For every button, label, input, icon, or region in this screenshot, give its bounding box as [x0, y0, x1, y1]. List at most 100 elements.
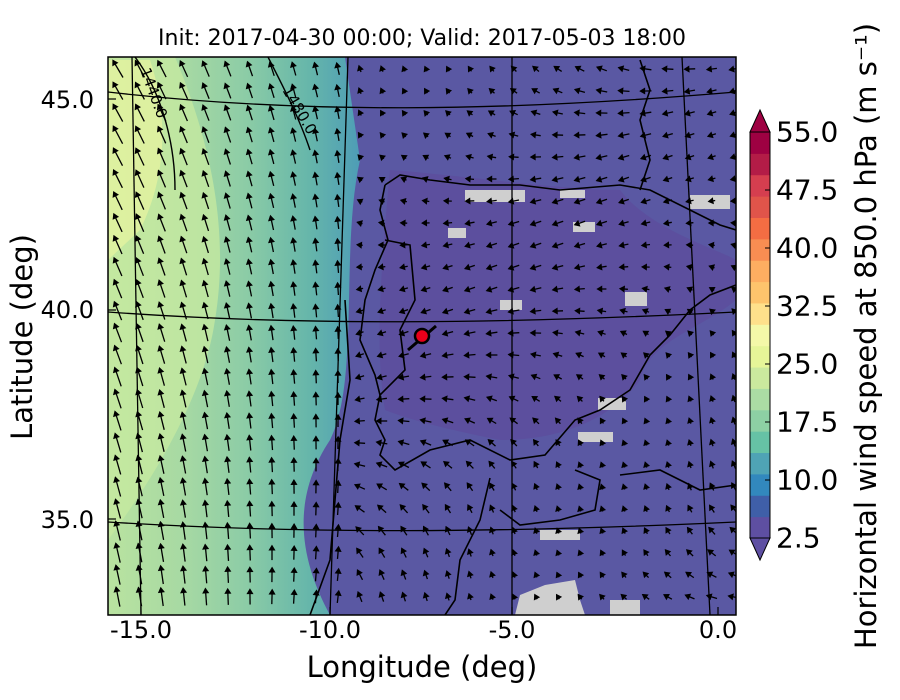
- wind-vector-head: [419, 439, 427, 446]
- wind-vector-head: [640, 197, 648, 205]
- wind-vector-head: [245, 302, 253, 309]
- wind-vector-head: [708, 264, 716, 272]
- wind-vector-head: [376, 373, 383, 381]
- wind-vector-head: [112, 59, 119, 67]
- wind-vector-head: [112, 147, 119, 155]
- wind-vector-head: [597, 352, 605, 359]
- wind-vector-head: [223, 192, 231, 199]
- wind-vector-head: [375, 461, 383, 469]
- wind-vector-head: [639, 87, 646, 95]
- wind-vector-head: [180, 565, 188, 572]
- wind-vector-head: [268, 390, 276, 397]
- wind-vector-head: [135, 366, 142, 374]
- wind-vector-head: [508, 153, 515, 161]
- wind-vector-head: [400, 525, 407, 533]
- wind-vector-head: [156, 81, 164, 89]
- wind-vector-head: [685, 219, 692, 227]
- wind-vector-head: [642, 571, 650, 579]
- wind-vector-head: [423, 110, 431, 117]
- wind-vector-head: [113, 432, 120, 440]
- wind-vector-head: [618, 219, 625, 227]
- wind-vector-head: [573, 285, 581, 293]
- wind-vector-head: [598, 374, 606, 381]
- wind-vector-head: [730, 460, 736, 467]
- wind-vector-head: [486, 175, 493, 183]
- wind-vector-head: [574, 329, 582, 337]
- wind-vector-head: [312, 171, 320, 178]
- wind-vector-head: [621, 461, 629, 469]
- wind-vector-head: [246, 346, 254, 353]
- wind-vector-head: [179, 125, 186, 133]
- wind-vector-head: [267, 104, 275, 112]
- wind-vector-head: [179, 81, 186, 89]
- wind-vector-head: [223, 170, 231, 177]
- colorbar-bin: [750, 324, 770, 347]
- wind-vector-head: [665, 373, 673, 381]
- wind-vector-head: [312, 457, 320, 464]
- wind-vector-head: [442, 263, 450, 271]
- wind-vector-head: [599, 483, 607, 491]
- wind-vector-head: [334, 303, 342, 310]
- wind-vector-head: [379, 87, 387, 95]
- wind-vector-head: [684, 153, 692, 161]
- colorbar-bin: [750, 174, 770, 197]
- wind-vector-head: [729, 131, 736, 139]
- wind-vector-head: [620, 352, 628, 359]
- wind-vector-head: [621, 571, 628, 579]
- wind-vector-head: [421, 219, 428, 227]
- wind-vector-head: [552, 351, 560, 359]
- wind-vector-head: [223, 148, 231, 156]
- wind-vector-head: [466, 482, 473, 490]
- wind-vector-head: [224, 499, 232, 507]
- wind-vector-head: [641, 593, 649, 601]
- wind-vector-head: [290, 171, 298, 178]
- wind-vector-head: [661, 87, 668, 95]
- plot-title: Init: 2017-04-30 00:00; Valid: 2017-05-0…: [158, 26, 686, 51]
- wind-vector-head: [595, 219, 603, 227]
- wind-vector-head: [532, 65, 539, 73]
- wind-vector-head: [551, 285, 559, 293]
- wind-vector-head: [157, 542, 165, 550]
- wind-vector-head: [179, 521, 187, 528]
- wind-vector-head: [223, 367, 231, 375]
- wind-vector-head: [290, 478, 298, 485]
- wind-vector-head: [379, 65, 386, 72]
- colorbar-bin: [750, 345, 770, 368]
- wind-vector-head: [312, 479, 320, 486]
- wind-vector-head: [112, 125, 119, 133]
- wind-vector-head: [157, 389, 165, 396]
- wind-vector-head: [617, 131, 624, 139]
- wind-vector-head: [135, 586, 143, 593]
- wind-vector-head: [730, 416, 736, 424]
- wind-vector-head: [179, 257, 187, 265]
- wind-vector-head: [312, 347, 320, 354]
- wind-vector-head: [422, 591, 430, 599]
- wind-vector-head: [357, 109, 365, 117]
- wind-vector-head: [551, 175, 559, 183]
- wind-vector-head: [685, 549, 693, 556]
- wind-vector-head: [334, 83, 342, 91]
- wind-vector-head: [422, 503, 429, 511]
- wind-vector-head: [246, 456, 254, 463]
- wind-vector-head: [687, 351, 695, 359]
- wind-vector-head: [727, 593, 734, 601]
- wind-vector-head: [621, 439, 629, 447]
- wind-vector-head: [576, 395, 584, 403]
- wind-vector-head: [202, 587, 210, 594]
- wind-vector-head: [442, 197, 449, 205]
- colorbar-tick-label: 17.5: [776, 405, 839, 439]
- wind-vector-head: [157, 520, 165, 528]
- wind-vector-head: [686, 526, 694, 534]
- wind-vector-head: [246, 566, 254, 573]
- wind-vector-head: [353, 439, 360, 447]
- wind-vector-head: [290, 149, 298, 156]
- wind-vector-head: [134, 125, 142, 133]
- wind-vector-head: [595, 153, 603, 161]
- wind-vector-head: [707, 175, 714, 183]
- wind-vector-head: [135, 432, 143, 440]
- wind-vector-head: [507, 175, 515, 183]
- x-axis-label: Longitude (deg): [306, 650, 538, 684]
- wind-vector-head: [706, 571, 714, 578]
- wind-vector-head: [201, 323, 209, 331]
- wind-vector-head: [443, 154, 451, 161]
